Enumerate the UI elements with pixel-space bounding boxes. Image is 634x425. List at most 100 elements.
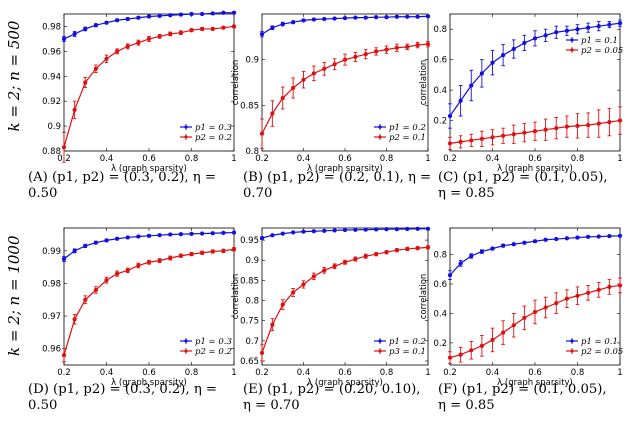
data-point (415, 42, 420, 48)
data-point (199, 231, 205, 236)
data-point (301, 282, 306, 287)
series-blue (259, 226, 431, 241)
caption-c-line2: η = 0.85 (438, 186, 495, 201)
y-tick-label: 0.9 (245, 56, 259, 66)
legend-marker (378, 349, 382, 353)
data-point (270, 322, 275, 327)
data-point (125, 235, 130, 240)
data-point (447, 355, 453, 360)
y-tick-label: 0.4 (433, 86, 447, 96)
legend-marker (570, 48, 574, 52)
x-tick-label: 0.2 (57, 368, 71, 378)
x-tick-label: 1 (617, 154, 622, 164)
y-tick-label: 0.6 (433, 56, 447, 66)
data-point (532, 309, 538, 315)
x-tick-label: 0.6 (142, 368, 156, 378)
x-tick-label: 0.6 (142, 154, 156, 164)
data-point (178, 232, 184, 237)
data-point (353, 15, 358, 20)
data-point (93, 23, 99, 28)
data-point (522, 130, 527, 135)
data-point (425, 226, 431, 231)
y-axis-label: correlation (419, 60, 429, 106)
data-point (189, 251, 194, 257)
data-point (522, 315, 527, 321)
data-point (564, 28, 570, 33)
data-point (617, 283, 623, 288)
data-point (322, 268, 327, 273)
x-tick-label: 0.6 (528, 368, 542, 378)
y-tick-label: 0.75 (240, 317, 259, 327)
data-point (125, 16, 130, 22)
legend: p1 = 0.1p2 = 0.05 (566, 36, 623, 56)
chart-panel-a: 0.2 0.4 0.6 0.8 1 0.88 0.9 0.92 0.94 0.96 0.98 λ (g… (28, 8, 240, 175)
data-point (373, 49, 379, 54)
y-tick-label: 0.4 (433, 309, 447, 319)
data-point (231, 24, 237, 29)
data-point (210, 26, 215, 32)
legend-label: p1 = 0.3 (195, 337, 232, 347)
y-tick-label: 0.7 (245, 337, 259, 347)
data-point (221, 25, 226, 30)
data-point (363, 227, 368, 232)
x-tick-label: 0.8 (571, 368, 585, 378)
data-point (178, 30, 184, 35)
series-red (259, 245, 431, 362)
data-point (270, 111, 275, 116)
data-point (72, 317, 77, 322)
legend-marker (570, 339, 574, 343)
data-point (332, 264, 337, 269)
data-point (394, 227, 400, 232)
data-point (189, 231, 194, 237)
data-point (199, 26, 205, 32)
data-point (394, 14, 400, 19)
x-tick-label: 0.6 (528, 154, 542, 164)
data-point (157, 233, 162, 238)
data-point (168, 232, 173, 237)
data-point (511, 323, 516, 328)
y-tick-label: 0.92 (42, 97, 61, 107)
x-tick-label: 0.2 (443, 368, 457, 378)
y-tick-label: 0.9 (245, 256, 259, 266)
series-blue (447, 19, 623, 129)
data-point (125, 44, 130, 49)
data-point (114, 236, 120, 241)
data-point (363, 52, 368, 57)
y-tick-label: 0.8 (433, 25, 447, 35)
data-point (353, 256, 358, 262)
x-axis-label: λ (graph sparsity) (497, 378, 573, 388)
data-point (280, 231, 285, 236)
y-tick-label: 0.95 (240, 236, 259, 246)
y-tick-label: 0.94 (42, 72, 61, 82)
row-label-top: k = 2; n = 500 (5, 20, 23, 132)
data-point (490, 135, 495, 140)
data-point (146, 260, 152, 265)
data-point (178, 12, 184, 17)
data-point (221, 248, 226, 253)
data-point (189, 28, 194, 33)
data-point (61, 145, 67, 150)
y-axis-label: correlation (231, 60, 241, 106)
legend-marker (184, 125, 188, 129)
data-point (469, 253, 474, 259)
data-point (136, 234, 141, 239)
x-tick-label: 1 (425, 154, 430, 164)
legend-label: p2 = 0.2 (195, 347, 232, 357)
data-point (301, 18, 306, 23)
data-point (61, 256, 67, 262)
data-point (543, 127, 548, 132)
data-point (210, 231, 215, 236)
x-tick-label: 0.2 (443, 154, 457, 164)
legend: p1 = 0.2p3 = 0.1 (374, 337, 426, 357)
series-blue (61, 230, 237, 263)
x-axis-label: λ (graph sparsity) (307, 164, 383, 174)
series-red (447, 106, 623, 150)
x-tick-label: 0.2 (255, 368, 269, 378)
data-point (585, 234, 591, 239)
data-point (405, 14, 410, 19)
data-point (511, 242, 516, 247)
data-point (490, 246, 495, 251)
data-point (259, 235, 265, 241)
data-point (469, 83, 474, 88)
data-point (210, 249, 215, 254)
